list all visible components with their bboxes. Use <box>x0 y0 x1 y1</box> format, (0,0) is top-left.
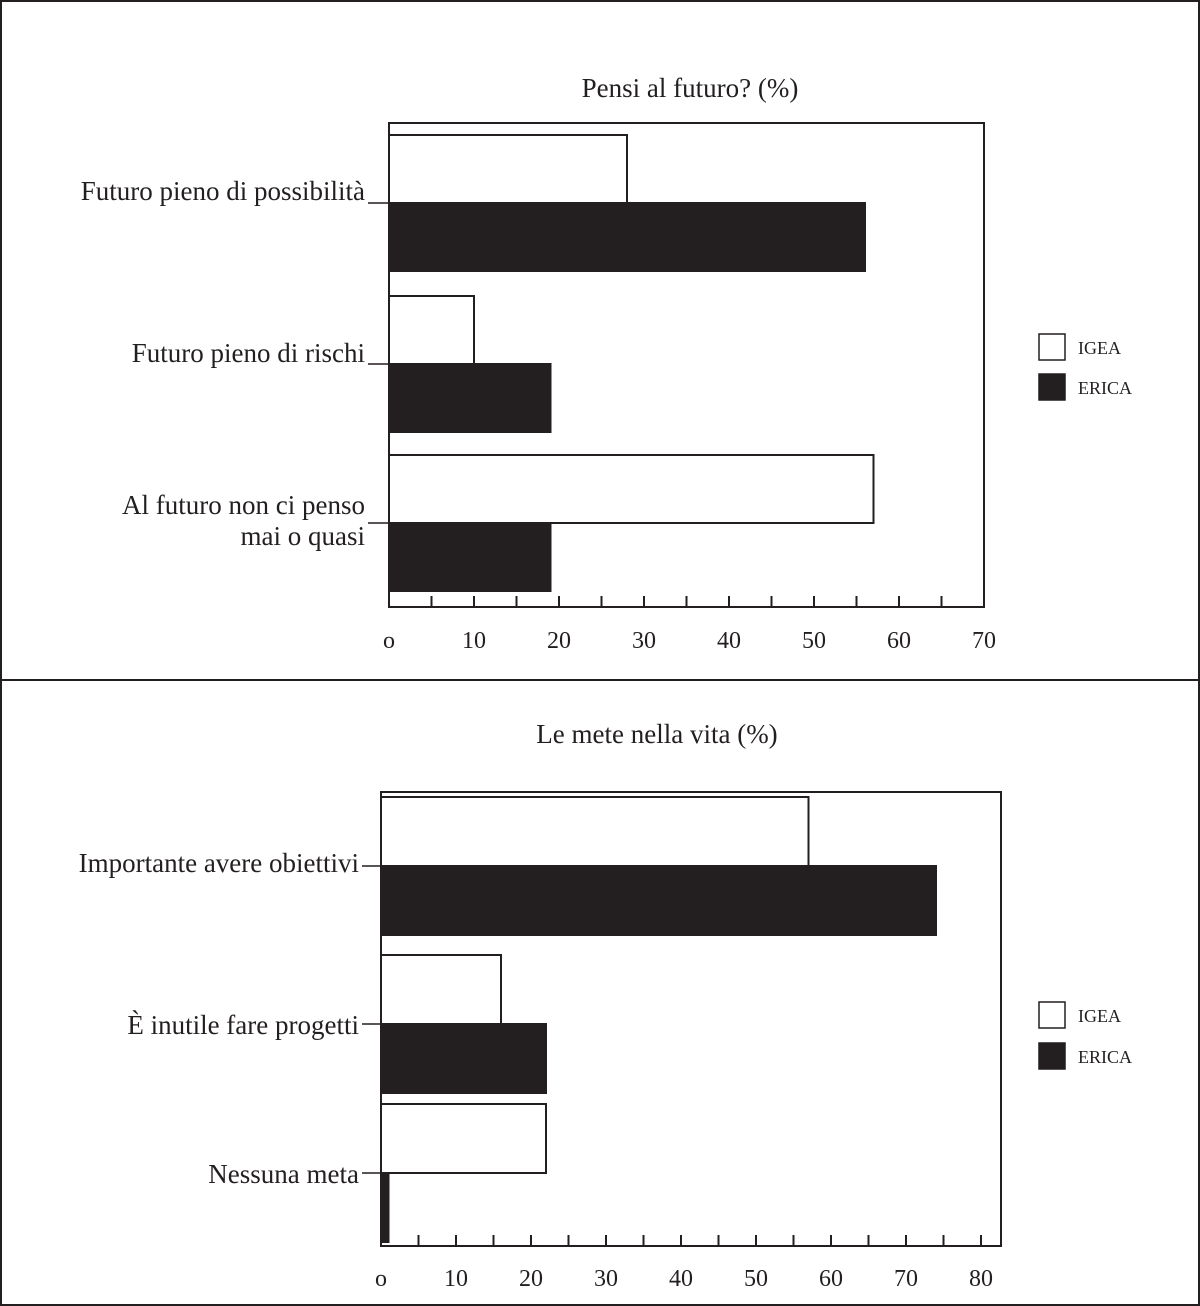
legend-label-erica: ERICA <box>1078 1047 1132 1067</box>
x-tick-label: 60 <box>819 1266 843 1292</box>
bar-erica <box>388 522 552 592</box>
category-label: Al futuro non ci penso <box>122 490 365 520</box>
x-tick-label: 60 <box>887 628 911 654</box>
legend-swatch-igea <box>1038 1001 1066 1029</box>
x-tick-label: 20 <box>519 1266 543 1292</box>
bar-erica <box>380 865 937 936</box>
x-tick-label: 50 <box>802 628 826 654</box>
bar-igea <box>380 796 810 867</box>
x-tick-label: o <box>383 628 395 654</box>
category-label: Nessuna meta <box>208 1159 359 1189</box>
x-tick-label: 80 <box>969 1266 993 1292</box>
x-tick-label: o <box>375 1266 387 1292</box>
legend-label-igea: IGEA <box>1078 1006 1121 1026</box>
x-tick-label: 40 <box>669 1266 693 1292</box>
x-tick-label: 20 <box>547 628 571 654</box>
chart-title: Pensi al futuro? (%) <box>582 73 799 103</box>
legend-label-igea: IGEA <box>1078 338 1121 358</box>
bar-erica <box>380 1023 547 1094</box>
chart-mete-nella-vita: Le mete nella vita (%) o 10 20 30 40 50 60 70 80 I… <box>79 719 1132 1292</box>
category-label: mai o quasi <box>241 521 365 551</box>
x-tick-label: 30 <box>632 628 656 654</box>
bar-igea <box>388 454 875 524</box>
legend-label-erica: ERICA <box>1078 378 1132 398</box>
bar-igea <box>388 134 628 204</box>
bar-igea <box>380 954 502 1025</box>
x-tick-label: 40 <box>717 628 741 654</box>
legend-swatch-igea <box>1038 333 1066 361</box>
x-tick-label: 70 <box>894 1266 918 1292</box>
bar-erica <box>388 202 866 272</box>
bar-erica <box>388 363 552 433</box>
x-tick-label: 10 <box>444 1266 468 1292</box>
category-label: Futuro pieno di possibilità <box>81 176 365 206</box>
legend-swatch-erica <box>1038 1042 1066 1070</box>
chart-pensi-al-futuro: Pensi al futuro? (%) o 10 20 30 40 50 60 70 Futur… <box>81 73 1132 654</box>
bar-igea <box>380 1103 547 1174</box>
bar-igea <box>388 295 475 365</box>
bar-erica <box>380 1172 390 1243</box>
chart-title: Le mete nella vita (%) <box>536 719 777 749</box>
x-tick-label: 50 <box>744 1266 768 1292</box>
x-tick-label: 30 <box>594 1266 618 1292</box>
plot-frame <box>380 791 1002 1247</box>
x-tick-label: 70 <box>972 628 996 654</box>
legend-swatch-erica <box>1038 373 1066 401</box>
x-tick-label: 10 <box>462 628 486 654</box>
category-label: Importante avere obiettivi <box>79 848 359 878</box>
category-label: Futuro pieno di rischi <box>132 338 365 368</box>
category-label: È inutile fare progetti <box>127 1010 359 1040</box>
